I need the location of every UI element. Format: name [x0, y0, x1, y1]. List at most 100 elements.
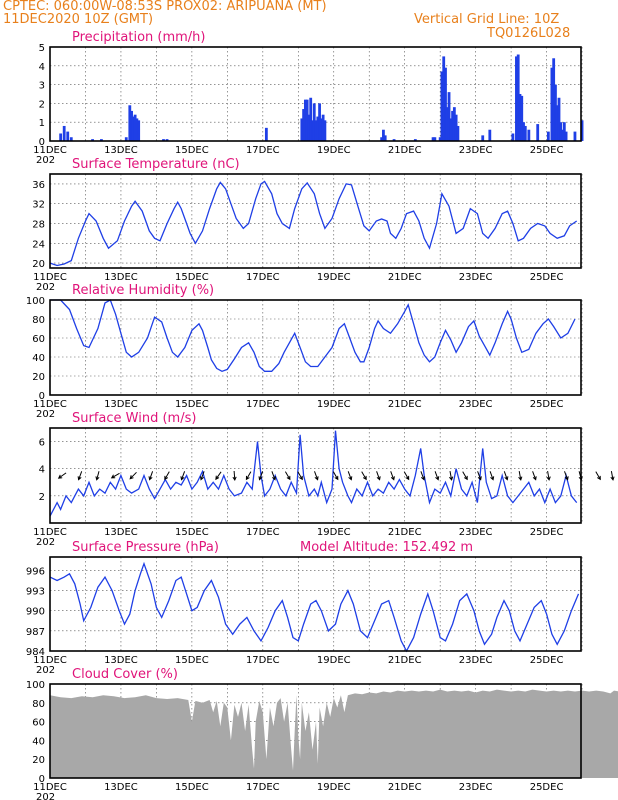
precip-bar	[165, 139, 169, 141]
precip-bar	[319, 118, 323, 141]
precip-bar	[321, 114, 325, 141]
precip-bar	[303, 99, 307, 141]
rh-xtick-label: 25DEC	[530, 399, 564, 410]
wind-arrow	[95, 471, 100, 481]
precip-xtick-label: 13DEC	[104, 145, 138, 156]
wind-arrow	[376, 471, 381, 481]
precip-bar	[442, 56, 446, 141]
temp-ytick-label: 24	[32, 239, 45, 250]
precip-bar	[440, 71, 444, 141]
precip-bar	[302, 109, 306, 141]
precip-bar	[515, 56, 518, 141]
wind-ytick-label: 4	[39, 465, 45, 476]
wind-xtick-label: 19DEC	[317, 527, 351, 538]
cloud-title: Cloud Cover (%)	[72, 667, 178, 682]
precip-bar	[445, 107, 449, 141]
rh-ytick-label: 0	[39, 391, 45, 402]
temp-title: Surface Temperature (nC)	[72, 157, 240, 172]
precip-bar	[383, 135, 387, 141]
rh-xtick-label: 19DEC	[317, 399, 351, 410]
precip-bar	[62, 125, 66, 141]
rh-title: Relative Humidity (%)	[72, 283, 214, 298]
pres-xtick-label: 15DEC	[175, 655, 209, 666]
precip-bar	[413, 139, 417, 141]
wind-arrow	[390, 471, 395, 481]
temp-xtick-label: 15DEC	[175, 272, 209, 283]
wind-arrow	[57, 472, 67, 479]
precip-bar	[69, 137, 73, 141]
pres-year-label: 202	[36, 665, 55, 676]
precip-year-label: 202	[36, 155, 55, 166]
pres-line	[49, 561, 580, 653]
precip-bar	[300, 118, 304, 141]
wind-arrow	[546, 471, 551, 481]
header-model-id: TQ0126L028	[487, 26, 571, 41]
precip-bar	[456, 125, 460, 141]
header-date: 11DEC2020 10Z (GMT)	[3, 12, 154, 27]
pres-xtick-label: 21DEC	[388, 655, 422, 666]
cloud-ytick-label: 0	[39, 774, 45, 785]
wind-title: Surface Wind (m/s)	[72, 411, 196, 426]
pres-xtick-label: 17DEC	[246, 655, 280, 666]
precip-bar	[559, 122, 563, 141]
pres-ytick-label: 996	[26, 566, 45, 577]
rh-panel: 0 20 40 60 80 100 Relative Humidity (%) 11DEC 13…	[26, 283, 583, 420]
rh-xtick-label: 23DEC	[459, 399, 493, 410]
pres-ytick-label: 990	[26, 607, 45, 618]
wind-arrow	[503, 471, 509, 481]
wind-arrow	[215, 471, 222, 481]
wind-arrow	[297, 471, 303, 481]
pres-xtick-label: 23DEC	[459, 655, 493, 666]
precip-ytick-label: 0	[39, 137, 45, 148]
pres-title: Surface Pressure (hPa)	[72, 540, 219, 555]
precip-panel: 0 1 2 3 4 5 Precipitation (mm/h) 11DEC 13DEC 15DE…	[33, 30, 584, 166]
wind-arrow	[489, 471, 495, 481]
temp-ytick-label: 36	[32, 180, 45, 191]
rh-ytick-label: 60	[32, 334, 45, 345]
wind-xtick-label: 11DEC	[33, 527, 67, 538]
precip-bar	[527, 129, 531, 141]
wind-arrow	[77, 471, 83, 481]
wind-xtick-label: 25DEC	[530, 527, 564, 538]
cloud-year-label: 202	[36, 792, 55, 800]
wind-arrow	[200, 471, 205, 481]
precip-bar	[124, 137, 128, 141]
cloud-xtick-label: 21DEC	[388, 782, 422, 793]
precip-bar	[557, 97, 561, 141]
wind-xtick-label: 17DEC	[246, 527, 280, 538]
wind-arrow	[232, 470, 237, 482]
precip-bar	[516, 54, 520, 141]
precip-bar	[100, 139, 103, 141]
precip-bar	[133, 114, 137, 141]
wind-arrow	[449, 471, 454, 481]
temp-ytick-label: 32	[32, 200, 45, 211]
temp-ytick-label: 20	[32, 259, 45, 270]
rh-ytick-label: 20	[32, 372, 45, 383]
precip-bar	[314, 120, 318, 141]
precip-xtick-label: 17DEC	[246, 145, 280, 156]
cloud-area	[50, 689, 618, 778]
precip-bar	[518, 94, 522, 141]
precip-frame	[49, 46, 582, 142]
wind-arrow	[180, 471, 186, 481]
wind-arrow	[110, 472, 120, 479]
precip-xtick-label: 19DEC	[317, 145, 351, 156]
pres-extra-label: Model Altitude: 152.492 m	[300, 540, 473, 555]
wind-arrow	[148, 471, 154, 481]
precip-bar	[137, 120, 141, 141]
precip-bar	[562, 122, 566, 141]
cloud-xtick-label: 23DEC	[459, 782, 493, 793]
cloud-panel: 0 20 40 60 80 100 Cloud Cover (%) 11DEC 13DEC 15D…	[26, 667, 618, 800]
pres-xtick-label: 11DEC	[33, 655, 67, 666]
precip-bar	[520, 95, 524, 141]
rh-line	[50, 299, 576, 373]
temp-panel: 20 24 28 32 36 Surface Temperature (nC) 11DEC 1…	[32, 157, 583, 293]
precip-bar	[447, 92, 451, 141]
pres-xtick-label: 13DEC	[104, 655, 138, 666]
wind-arrow	[164, 471, 170, 481]
pres-panel: 984 987 990 993 996 Surface Pressure (hPa) Mod…	[26, 540, 583, 676]
pres-ytick-label: 984	[26, 647, 45, 658]
precip-ytick-label: 1	[39, 118, 45, 129]
wind-xtick-label: 15DEC	[175, 527, 209, 538]
